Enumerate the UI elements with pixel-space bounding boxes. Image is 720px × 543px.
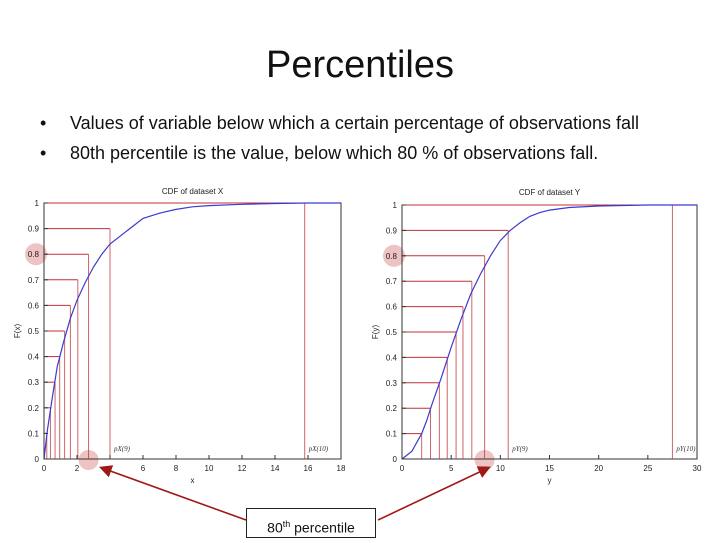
- callout-ordinal: 80: [267, 519, 283, 536]
- y-tick-label: 0: [393, 455, 398, 464]
- y-tick-label: 0.2: [386, 404, 398, 413]
- x-tick-label: 8: [174, 464, 179, 473]
- x-tick-label: 16: [304, 464, 313, 473]
- x-tick-label: 2: [75, 464, 80, 473]
- bullet-list: • Values of variable below which a certa…: [40, 110, 720, 170]
- chart-title: CDF of dataset X: [162, 187, 224, 196]
- highlight-circle-x: [78, 450, 99, 470]
- y-tick-label: 0: [35, 455, 40, 464]
- arrow-left: [98, 465, 247, 521]
- x-tick-label: 5: [449, 464, 454, 473]
- x-tick-label: 0: [400, 464, 405, 473]
- bullet-item: • 80th percentile is the value, below wh…: [40, 140, 720, 170]
- y-tick-label: 0.5: [386, 328, 398, 337]
- chart-title: CDF of dataset Y: [519, 188, 581, 197]
- x-tick-label: 12: [238, 464, 247, 473]
- x-tick-label: 30: [693, 464, 702, 473]
- bullet-dot-icon: •: [40, 143, 47, 163]
- slide-title: Percentiles: [266, 44, 454, 86]
- x-tick-label: 6: [141, 464, 146, 473]
- x-axis-label: y: [548, 476, 552, 485]
- bullet-item: • Values of variable below which a certa…: [40, 110, 720, 140]
- highlight-circle-x: [474, 450, 495, 470]
- x-tick-label: 15: [545, 464, 554, 473]
- x-tick-label: 0: [42, 464, 47, 473]
- percentile-label: pY(10): [675, 445, 696, 453]
- y-tick-label: 0.8: [28, 250, 40, 259]
- x-tick-label: 14: [271, 464, 280, 473]
- y-axis-label: F(y): [371, 325, 380, 340]
- y-tick-label: 0.3: [28, 378, 40, 387]
- x-tick-label: 10: [496, 464, 505, 473]
- arrow-right: [377, 466, 491, 521]
- y-tick-label: 1: [393, 201, 398, 210]
- highlight-circle-y: [25, 243, 47, 266]
- y-tick-label: 0.4: [28, 353, 40, 362]
- y-axis-label: F(x): [13, 324, 22, 339]
- x-tick-label: 25: [643, 464, 652, 473]
- y-tick-label: 0.5: [28, 327, 40, 336]
- percentile-callout: 80th percentile: [246, 508, 376, 538]
- y-tick-label: 0.3: [386, 379, 398, 388]
- x-tick-label: 10: [205, 464, 214, 473]
- y-tick-label: 0.4: [386, 353, 398, 362]
- y-tick-label: 0.9: [28, 225, 40, 234]
- x-axis-label: x: [191, 476, 195, 485]
- bullet-dot-icon: •: [40, 113, 47, 133]
- y-tick-label: 0.1: [28, 429, 40, 438]
- cdf-curve: [43, 202, 341, 460]
- bullet-text: 80th percentile is the value, below whic…: [70, 143, 599, 163]
- y-tick-label: 0.6: [28, 301, 40, 310]
- y-tick-label: 0.9: [386, 226, 398, 235]
- bullet-text: Values of variable below which a certain…: [70, 113, 639, 133]
- y-tick-label: 0.7: [386, 277, 398, 286]
- cdf-curve: [401, 204, 697, 460]
- callout-text: percentile: [290, 519, 355, 536]
- y-tick-label: 0.7: [28, 276, 40, 285]
- x-tick-label: 18: [337, 464, 346, 473]
- callout-suffix: th: [282, 519, 291, 529]
- percentile-label: pX(10): [308, 445, 329, 453]
- y-tick-label: 0.2: [28, 404, 40, 413]
- y-tick-label: 0.1: [386, 430, 398, 439]
- x-tick-label: 20: [594, 464, 603, 473]
- percentile-label: pX(9): [113, 445, 131, 453]
- y-tick-label: 1: [35, 199, 40, 208]
- y-tick-label: 0.8: [386, 252, 398, 261]
- percentile-label: pY(9): [511, 445, 528, 453]
- y-tick-label: 0.6: [386, 303, 398, 312]
- highlight-circle-y: [383, 244, 405, 267]
